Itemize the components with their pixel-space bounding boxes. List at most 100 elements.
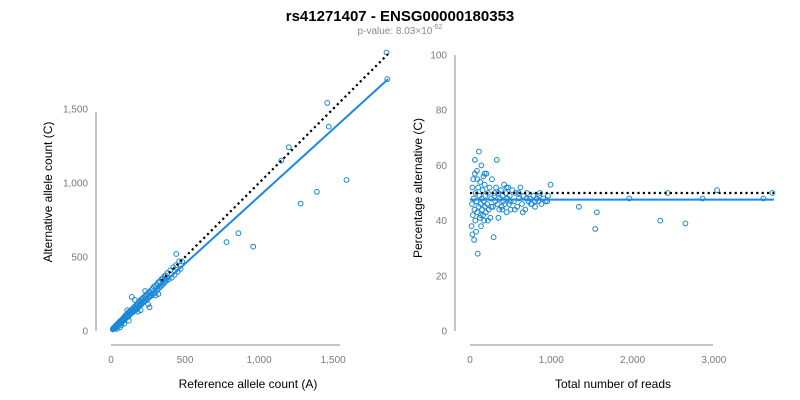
data-point bbox=[145, 301, 151, 308]
data-point bbox=[478, 162, 485, 169]
data-point bbox=[125, 317, 132, 324]
data-point bbox=[476, 148, 482, 155]
data-point bbox=[488, 203, 495, 210]
data-point bbox=[343, 177, 350, 183]
data-point bbox=[469, 201, 475, 207]
data-point bbox=[495, 214, 502, 221]
panel-allele-counts: 0 500 1,000 1,500 0 500 1,000 1,500 Reference … bbox=[41, 49, 391, 391]
data-point bbox=[481, 170, 488, 177]
x-axis-label: Total number of reads bbox=[555, 377, 671, 391]
data-point bbox=[760, 195, 767, 202]
data-point bbox=[538, 201, 545, 207]
data-point bbox=[519, 209, 526, 216]
data-point bbox=[469, 184, 476, 191]
data-point bbox=[124, 307, 131, 314]
data-point bbox=[519, 201, 525, 207]
data-point bbox=[155, 291, 162, 297]
x-tick-label: 500 bbox=[177, 355, 194, 366]
data-point bbox=[493, 184, 499, 191]
data-point bbox=[297, 200, 304, 207]
data-point bbox=[121, 320, 128, 327]
p-value-text: p-value: 8.03×10 bbox=[358, 26, 433, 37]
x-tick-label: 1,500 bbox=[321, 355, 346, 366]
data-point bbox=[137, 307, 144, 314]
data-point bbox=[626, 195, 633, 202]
data-point bbox=[472, 190, 479, 196]
data-point bbox=[499, 206, 506, 213]
y-tick-label: 20 bbox=[436, 271, 448, 282]
data-point bbox=[470, 176, 477, 183]
y-tick-label: 1,000 bbox=[63, 178, 88, 189]
data-point bbox=[473, 228, 480, 235]
data-point bbox=[117, 324, 123, 331]
data-point bbox=[157, 283, 164, 290]
y-tick-label: 40 bbox=[436, 216, 448, 227]
data-point bbox=[490, 234, 497, 241]
data-point bbox=[324, 100, 331, 106]
y-axis-label: Percentage alternative (C) bbox=[411, 118, 425, 258]
plot-area bbox=[468, 148, 776, 257]
data-point bbox=[512, 190, 519, 196]
data-point bbox=[481, 181, 488, 188]
data-point bbox=[592, 226, 599, 232]
x-tick-label: 0 bbox=[108, 355, 114, 366]
data-point bbox=[165, 276, 172, 283]
data-point bbox=[517, 184, 524, 191]
data-point bbox=[469, 212, 476, 219]
data-point bbox=[477, 179, 484, 185]
data-point bbox=[502, 201, 508, 207]
data-point bbox=[503, 184, 510, 191]
data-point bbox=[483, 209, 489, 216]
y-tick-label: 500 bbox=[71, 252, 88, 263]
plot-area bbox=[109, 49, 391, 333]
x-tick-label: 0 bbox=[467, 355, 473, 366]
data-point bbox=[509, 187, 516, 194]
panel-percentage-alternative: 0 1,000 2,000 3,000 0 20 40 60 80 100 Total numb… bbox=[411, 51, 776, 391]
data-point bbox=[152, 292, 159, 299]
data-point bbox=[278, 157, 285, 164]
data-point bbox=[469, 231, 476, 238]
y-tick-label: 1,500 bbox=[63, 104, 88, 115]
data-point bbox=[515, 195, 522, 202]
data-point bbox=[545, 192, 551, 199]
data-point bbox=[325, 123, 332, 130]
fit-line bbox=[110, 78, 389, 332]
data-point bbox=[162, 279, 169, 286]
data-point bbox=[472, 217, 479, 224]
data-point bbox=[128, 294, 135, 300]
data-point bbox=[468, 223, 475, 230]
data-point bbox=[494, 201, 501, 207]
data-point bbox=[489, 176, 495, 183]
data-point bbox=[507, 206, 514, 213]
y-tick-label: 0 bbox=[441, 327, 447, 338]
p-value-exponent: -52 bbox=[432, 24, 442, 31]
data-point bbox=[491, 192, 498, 199]
data-point bbox=[131, 297, 138, 303]
y-tick-label: 60 bbox=[436, 161, 448, 172]
data-point bbox=[486, 184, 493, 191]
y-tick-labels: 0 20 40 60 80 100 bbox=[430, 51, 447, 338]
data-point bbox=[173, 251, 180, 257]
x-tick-label: 3,000 bbox=[701, 355, 726, 366]
data-point bbox=[285, 144, 292, 151]
data-point bbox=[593, 209, 600, 216]
data-point bbox=[485, 217, 491, 224]
chart-subtitle: p-value: 8.03×10-52 bbox=[358, 24, 443, 37]
chart-title: rs41271407 - ENSG00000180353 bbox=[286, 8, 515, 25]
data-point bbox=[235, 230, 242, 237]
data-point bbox=[576, 203, 582, 210]
data-point bbox=[503, 209, 510, 216]
data-point bbox=[250, 243, 257, 250]
data-point bbox=[532, 203, 538, 210]
y-axis-label: Alternative allele count (C) bbox=[41, 122, 55, 263]
data-point bbox=[498, 187, 504, 194]
data-point bbox=[471, 237, 478, 243]
data-point bbox=[657, 217, 664, 224]
y-tick-label: 80 bbox=[436, 106, 448, 117]
x-tick-label: 2,000 bbox=[620, 355, 645, 366]
reference-line bbox=[160, 53, 389, 282]
data-point bbox=[714, 187, 720, 194]
data-point bbox=[524, 195, 530, 202]
data-point bbox=[314, 188, 320, 195]
